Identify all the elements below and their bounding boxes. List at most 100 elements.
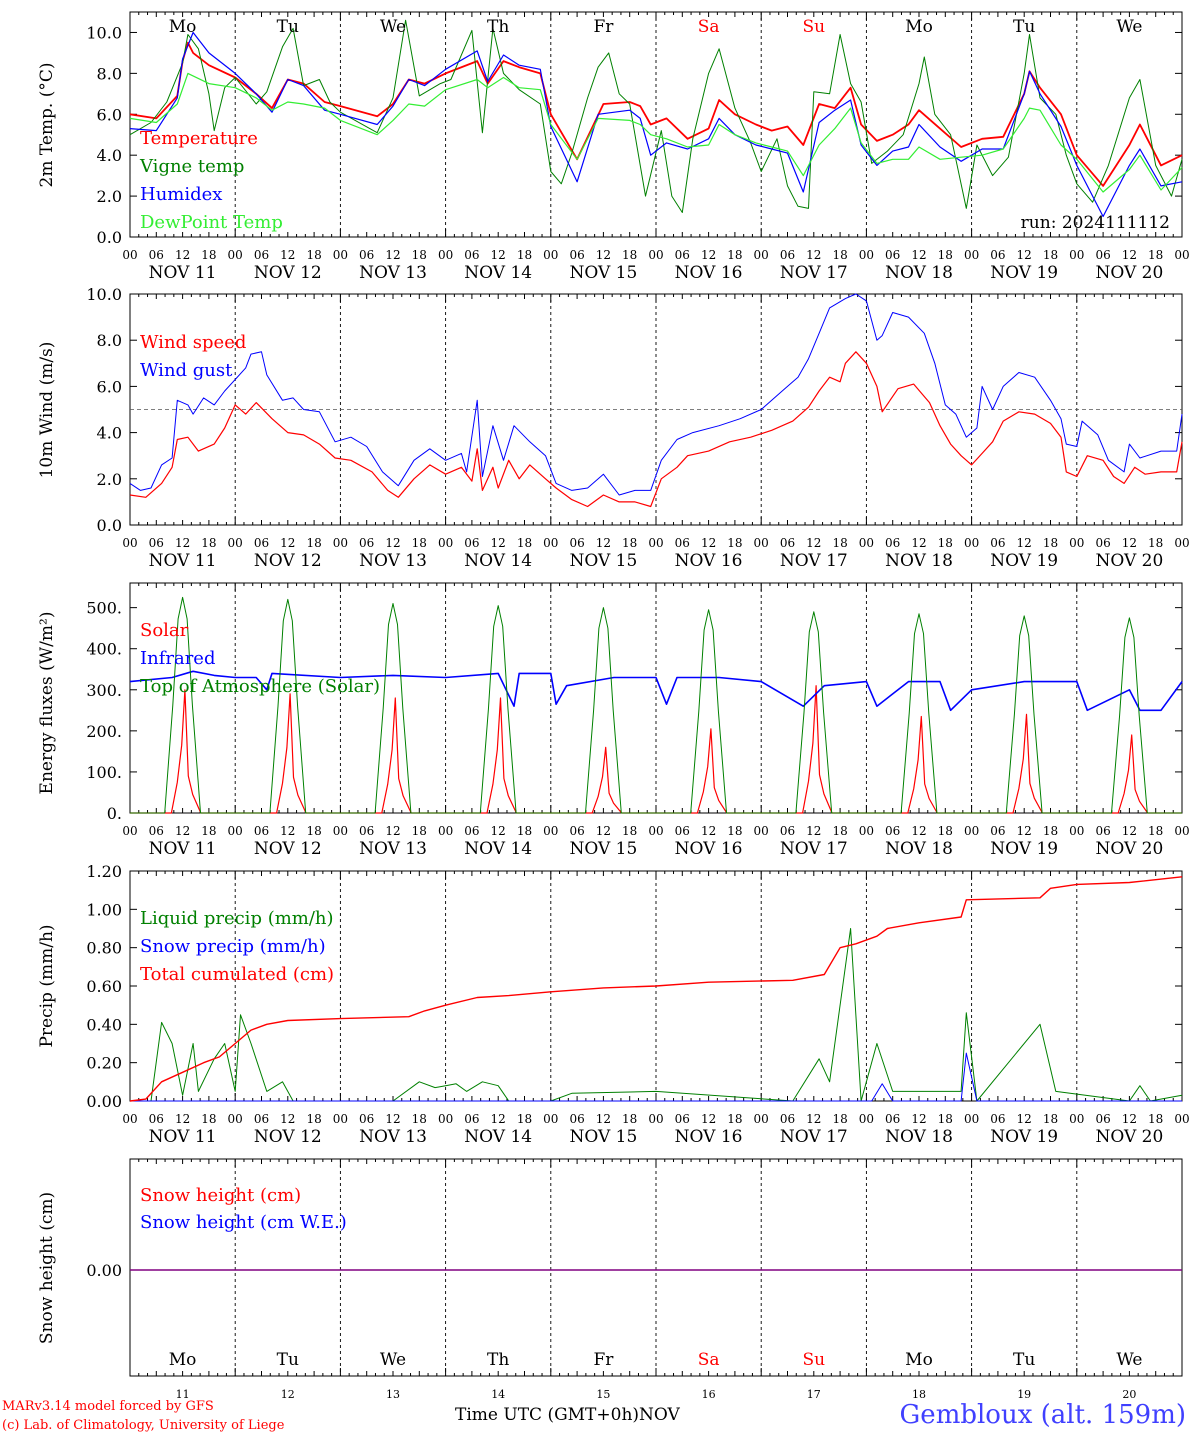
hour-tick-label: 18 bbox=[412, 248, 427, 262]
hour-tick-label: 00 bbox=[1174, 824, 1189, 838]
hour-tick-label: 18 bbox=[1043, 248, 1058, 262]
hour-tick-label: 12 bbox=[385, 1112, 400, 1126]
date-label: NOV 18 bbox=[885, 839, 953, 859]
y-tick-label: 0.00 bbox=[86, 1092, 122, 1111]
date-label: NOV 12 bbox=[254, 551, 322, 571]
legend-entry: Humidex bbox=[140, 184, 222, 205]
hour-tick-label: 12 bbox=[385, 248, 400, 262]
day-name-label: Sa bbox=[698, 17, 720, 37]
hour-tick-label: 06 bbox=[780, 1112, 795, 1126]
hour-tick-label: 06 bbox=[1095, 248, 1110, 262]
hour-tick-label: 18 bbox=[517, 248, 532, 262]
day-name-label: Mo bbox=[905, 1350, 933, 1370]
y-tick-label: 200. bbox=[86, 722, 122, 741]
hour-tick-label: 06 bbox=[780, 248, 795, 262]
run-annotation: run: 2024111112 bbox=[1021, 213, 1170, 233]
hour-tick-label: 12 bbox=[911, 824, 926, 838]
day-number-label: 20 bbox=[1122, 1388, 1136, 1401]
hour-tick-label: 00 bbox=[754, 1112, 769, 1126]
hour-tick-label: 00 bbox=[122, 248, 137, 262]
date-label: NOV 17 bbox=[780, 839, 848, 859]
hour-tick-label: 06 bbox=[780, 536, 795, 550]
hour-tick-label: 06 bbox=[254, 1112, 269, 1126]
hour-tick-label: 06 bbox=[359, 824, 374, 838]
hour-tick-label: 12 bbox=[175, 824, 190, 838]
date-label: NOV 18 bbox=[885, 551, 953, 571]
date-label: NOV 15 bbox=[569, 1127, 637, 1147]
y-tick-label: 300. bbox=[86, 681, 122, 700]
date-label: NOV 13 bbox=[359, 551, 427, 571]
y-axis-label: Precip (mm/h) bbox=[37, 924, 57, 1047]
y-axis-label: 2m Temp. (°C) bbox=[37, 62, 57, 187]
hour-tick-label: 00 bbox=[964, 824, 979, 838]
series-line-wind-gust bbox=[129, 293, 1183, 496]
day-number-label: 19 bbox=[1017, 1388, 1031, 1401]
series-line-wind-speed bbox=[129, 351, 1183, 508]
legend-entry: Wind speed bbox=[140, 332, 246, 353]
date-label: NOV 19 bbox=[990, 1127, 1058, 1147]
date-label: NOV 14 bbox=[464, 263, 532, 283]
legend-entry: Temperature bbox=[140, 128, 258, 149]
hour-tick-label: 12 bbox=[280, 248, 295, 262]
hour-tick-label: 12 bbox=[1017, 824, 1032, 838]
hour-tick-label: 00 bbox=[648, 248, 663, 262]
hour-tick-label: 12 bbox=[806, 824, 821, 838]
series-line-infrared bbox=[129, 670, 1183, 712]
hour-tick-label: 00 bbox=[438, 1112, 453, 1126]
y-tick-label: 2.0 bbox=[97, 470, 122, 489]
hour-tick-label: 00 bbox=[228, 1112, 243, 1126]
hour-tick-label: 06 bbox=[990, 248, 1005, 262]
hour-tick-label: 18 bbox=[727, 824, 742, 838]
hour-tick-label: 18 bbox=[1043, 536, 1058, 550]
hour-tick-label: 18 bbox=[727, 248, 742, 262]
y-tick-label: 1.20 bbox=[86, 862, 122, 881]
hour-tick-label: 06 bbox=[990, 536, 1005, 550]
legend-entry: Solar bbox=[140, 620, 189, 641]
hour-tick-label: 12 bbox=[596, 824, 611, 838]
hour-tick-label: 00 bbox=[859, 1112, 874, 1126]
date-label: NOV 13 bbox=[359, 839, 427, 859]
hour-tick-label: 06 bbox=[254, 536, 269, 550]
hour-tick-label: 18 bbox=[517, 1112, 532, 1126]
day-name-label: Th bbox=[487, 17, 509, 37]
hour-tick-label: 12 bbox=[911, 536, 926, 550]
hour-tick-label: 00 bbox=[964, 536, 979, 550]
hour-tick-label: 00 bbox=[543, 824, 558, 838]
hour-tick-label: 12 bbox=[491, 1112, 506, 1126]
day-name-label: Su bbox=[802, 17, 825, 37]
hour-tick-label: 00 bbox=[543, 1112, 558, 1126]
date-label: NOV 11 bbox=[149, 839, 217, 859]
hour-tick-label: 12 bbox=[280, 536, 295, 550]
hour-tick-label: 18 bbox=[412, 1112, 427, 1126]
hour-tick-label: 06 bbox=[464, 824, 479, 838]
hour-tick-label: 12 bbox=[701, 248, 716, 262]
series-line-top-of-atmosphere-solar bbox=[130, 596, 1182, 814]
y-tick-label: 4.0 bbox=[97, 146, 122, 165]
hour-tick-label: 00 bbox=[122, 536, 137, 550]
hour-tick-label: 12 bbox=[385, 824, 400, 838]
y-tick-label: 10.0 bbox=[86, 285, 122, 304]
panel-frame bbox=[129, 11, 1183, 238]
y-tick-label: 0. bbox=[107, 804, 122, 823]
hour-tick-label: 00 bbox=[228, 248, 243, 262]
hour-tick-label: 18 bbox=[1148, 536, 1163, 550]
day-number-label: 11 bbox=[176, 1388, 190, 1401]
hour-tick-label: 18 bbox=[517, 536, 532, 550]
day-name-label: We bbox=[1116, 1350, 1142, 1370]
hour-tick-label: 06 bbox=[149, 1112, 164, 1126]
hour-tick-label: 18 bbox=[622, 536, 637, 550]
day-number-label: 12 bbox=[281, 1388, 295, 1401]
legend-entry: Top of Atmosphere (Solar) bbox=[140, 676, 380, 697]
hour-tick-label: 12 bbox=[596, 248, 611, 262]
hour-tick-label: 18 bbox=[622, 1112, 637, 1126]
hour-tick-label: 00 bbox=[122, 824, 137, 838]
day-name-label: Su bbox=[802, 1350, 825, 1370]
hour-tick-label: 06 bbox=[464, 1112, 479, 1126]
hour-tick-label: 00 bbox=[1174, 248, 1189, 262]
month-label: NOV bbox=[639, 1405, 680, 1425]
hour-tick-label: 18 bbox=[1148, 248, 1163, 262]
series-line-total-cumulated-cm bbox=[129, 876, 1183, 1102]
